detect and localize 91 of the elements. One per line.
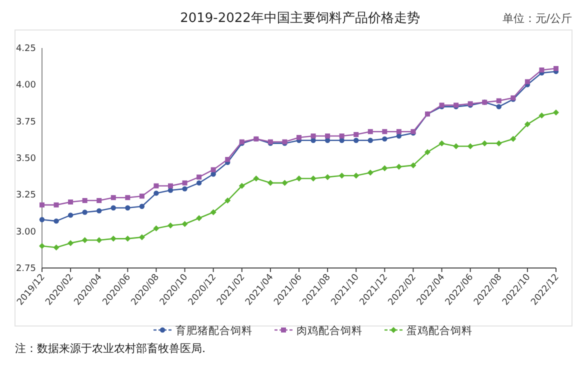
point	[153, 225, 160, 232]
point	[154, 183, 159, 188]
point	[267, 180, 274, 186]
y-tick-label: 3.75	[16, 117, 36, 128]
point	[382, 165, 388, 172]
text: 注：数据来源于农业农村部畜牧兽医局.	[15, 342, 206, 355]
point	[524, 79, 530, 84]
point	[354, 138, 359, 143]
point	[368, 129, 373, 134]
point	[396, 129, 402, 134]
point	[396, 164, 402, 170]
point	[39, 243, 45, 249]
point	[367, 170, 374, 176]
point	[68, 200, 74, 204]
point	[210, 167, 216, 172]
legend-label: 蛋鸡配合饲料	[406, 324, 472, 337]
point	[410, 162, 416, 168]
point	[82, 198, 88, 204]
point	[467, 143, 474, 150]
point	[182, 180, 188, 186]
point	[539, 68, 544, 72]
point	[338, 172, 345, 179]
point	[68, 212, 74, 218]
point	[139, 194, 144, 199]
point	[496, 104, 502, 110]
point	[382, 129, 388, 134]
point	[168, 183, 173, 188]
point	[124, 236, 131, 242]
legend-label: 肉鸡配合饲料	[296, 324, 362, 337]
point	[354, 132, 359, 138]
point	[39, 217, 45, 222]
point	[210, 209, 216, 216]
y-tick-label: 3.00	[16, 227, 36, 238]
y-tick-label: 3.25	[16, 190, 36, 201]
point	[296, 176, 302, 182]
point	[538, 112, 545, 118]
legend-label: 育肥猪配合饲料	[176, 324, 252, 337]
chart-title: 2019-2022年中国主要饲料产品价格走势	[180, 10, 420, 26]
point	[253, 176, 260, 182]
point	[68, 240, 74, 246]
point	[238, 182, 245, 189]
point	[96, 198, 102, 204]
point	[382, 136, 388, 142]
point	[339, 134, 344, 138]
point	[553, 110, 559, 116]
point	[438, 140, 445, 146]
point	[225, 156, 230, 162]
point	[82, 237, 88, 244]
y-tick-label: 3.50	[16, 154, 36, 164]
point	[168, 222, 174, 228]
point	[96, 208, 102, 214]
point	[325, 134, 330, 138]
point	[296, 134, 302, 140]
point	[54, 202, 59, 208]
point	[96, 237, 102, 244]
point	[324, 174, 331, 180]
point	[82, 210, 88, 215]
point	[154, 190, 159, 196]
y-tick-label: 2.75	[16, 264, 36, 274]
point	[196, 180, 202, 186]
point	[125, 205, 130, 210]
point	[196, 174, 202, 180]
point	[53, 244, 60, 250]
point	[110, 205, 116, 210]
y-axis-title: 单位：元/公斤	[502, 12, 572, 25]
y-tick-label: 4.00	[16, 80, 36, 91]
point	[510, 136, 516, 142]
point	[110, 195, 116, 200]
point	[424, 149, 430, 156]
point	[496, 140, 502, 146]
point	[182, 221, 188, 227]
y-tick-label: 4.25	[16, 44, 36, 54]
point	[496, 98, 502, 104]
point	[125, 195, 130, 200]
point	[310, 134, 316, 138]
point	[110, 236, 116, 242]
point	[54, 218, 59, 224]
point	[139, 204, 145, 209]
point	[210, 172, 216, 177]
point	[282, 180, 288, 186]
point	[353, 172, 360, 179]
point	[224, 198, 231, 204]
point	[453, 143, 460, 150]
point	[138, 234, 145, 240]
point	[524, 121, 530, 128]
point	[554, 66, 558, 72]
point	[196, 215, 202, 222]
point	[40, 202, 44, 208]
point	[182, 186, 188, 192]
point	[368, 138, 373, 143]
point	[310, 176, 316, 182]
